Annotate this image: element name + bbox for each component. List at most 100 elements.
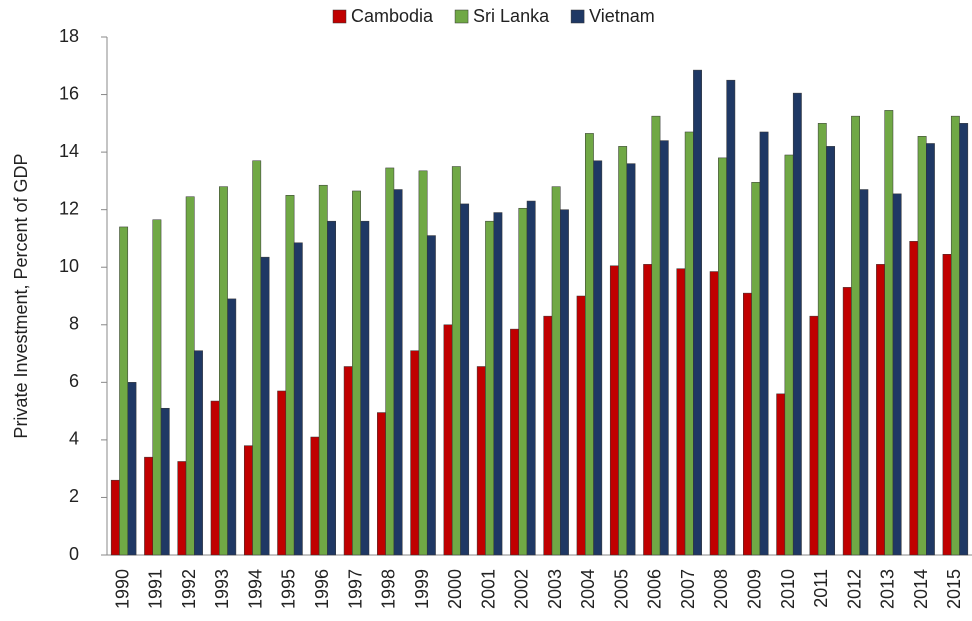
bar	[285, 195, 295, 556]
bar	[917, 136, 927, 556]
bar	[851, 115, 860, 556]
bar	[510, 328, 519, 556]
bar	[219, 186, 228, 556]
x-tick-label: 1992	[179, 569, 199, 609]
bar	[684, 131, 694, 556]
bar	[144, 456, 153, 556]
bar	[460, 203, 470, 556]
x-tick-label: 1994	[245, 569, 265, 609]
x-tick-label: 2000	[445, 569, 465, 609]
x-tick-label: 2015	[944, 569, 964, 609]
y-tick-label: 0	[69, 544, 79, 564]
bar	[310, 436, 320, 556]
x-tick-label: 1999	[412, 569, 432, 609]
bar	[127, 382, 137, 556]
bar	[892, 193, 902, 556]
y-tick-label: 14	[59, 141, 79, 161]
bar	[194, 350, 203, 556]
x-tick-label: 1995	[279, 569, 299, 609]
bar	[210, 400, 220, 556]
bar	[593, 160, 603, 556]
bar	[252, 160, 262, 556]
legend-label: Cambodia	[351, 6, 434, 26]
x-tick-label: 1993	[212, 569, 232, 609]
bar	[726, 79, 736, 556]
legend-swatch	[570, 9, 585, 24]
x-tick-label: 2013	[878, 569, 898, 609]
bar	[626, 163, 636, 556]
x-tick-label: 1996	[312, 569, 332, 609]
bar	[859, 189, 869, 556]
bar	[485, 220, 495, 556]
bar	[518, 207, 528, 556]
x-tick-label: 2008	[711, 569, 731, 609]
bar	[826, 146, 836, 556]
bar	[792, 92, 802, 556]
bar	[185, 196, 195, 556]
bar	[884, 110, 894, 556]
bar	[909, 241, 919, 556]
x-tick-label: 2012	[844, 569, 864, 609]
x-tick-label: 2014	[911, 569, 931, 609]
y-tick-label: 4	[69, 429, 79, 449]
bar	[584, 133, 594, 556]
bar	[576, 295, 586, 556]
x-tick-label: 1998	[379, 569, 399, 609]
bar	[293, 242, 303, 556]
x-tick-label: 1990	[112, 569, 132, 609]
y-tick-label: 6	[69, 371, 79, 391]
bar	[443, 324, 453, 556]
x-tick-label: 2010	[778, 569, 798, 609]
bar	[160, 407, 170, 556]
bar	[410, 350, 420, 556]
legend-swatch	[454, 9, 469, 24]
bar	[784, 154, 794, 556]
bar	[476, 366, 486, 556]
bar	[876, 264, 885, 556]
bar	[318, 184, 328, 556]
legend-label: Vietnam	[589, 6, 655, 26]
bar	[776, 393, 786, 556]
bar	[942, 254, 952, 556]
bar	[676, 268, 686, 556]
bar	[243, 445, 253, 556]
bar	[385, 167, 395, 556]
bar	[260, 256, 270, 556]
y-tick-label: 16	[59, 83, 79, 103]
y-tick-label: 12	[59, 198, 79, 218]
x-tick-label: 2004	[578, 569, 598, 609]
bar	[543, 315, 553, 556]
bar	[551, 186, 561, 556]
bar	[426, 235, 436, 556]
bar	[560, 209, 569, 556]
bar	[842, 287, 852, 556]
bar	[393, 189, 403, 556]
bar	[343, 366, 353, 556]
x-tick-label: 2005	[611, 569, 631, 609]
bar	[493, 212, 503, 556]
bar	[651, 115, 661, 556]
bar	[743, 292, 752, 556]
bar	[809, 315, 819, 556]
bar	[352, 190, 361, 556]
x-tick-label: 2007	[678, 569, 698, 609]
x-tick-label: 2006	[645, 569, 665, 609]
bar	[377, 412, 386, 556]
bar	[709, 271, 719, 556]
bar	[643, 264, 653, 556]
x-tick-label: 2011	[811, 569, 831, 608]
bar	[659, 140, 669, 556]
y-tick-label: 18	[59, 26, 79, 46]
bar	[609, 265, 619, 556]
bar	[227, 298, 237, 556]
bar	[526, 200, 536, 556]
bar	[950, 115, 960, 556]
y-tick-label: 8	[69, 314, 79, 334]
bar	[693, 69, 702, 556]
bar	[152, 219, 162, 556]
x-tick-label: 2002	[512, 569, 532, 609]
y-axis-label: Private Investment, Percent of GDP	[11, 153, 31, 438]
bar	[959, 123, 969, 556]
bar	[277, 390, 287, 556]
